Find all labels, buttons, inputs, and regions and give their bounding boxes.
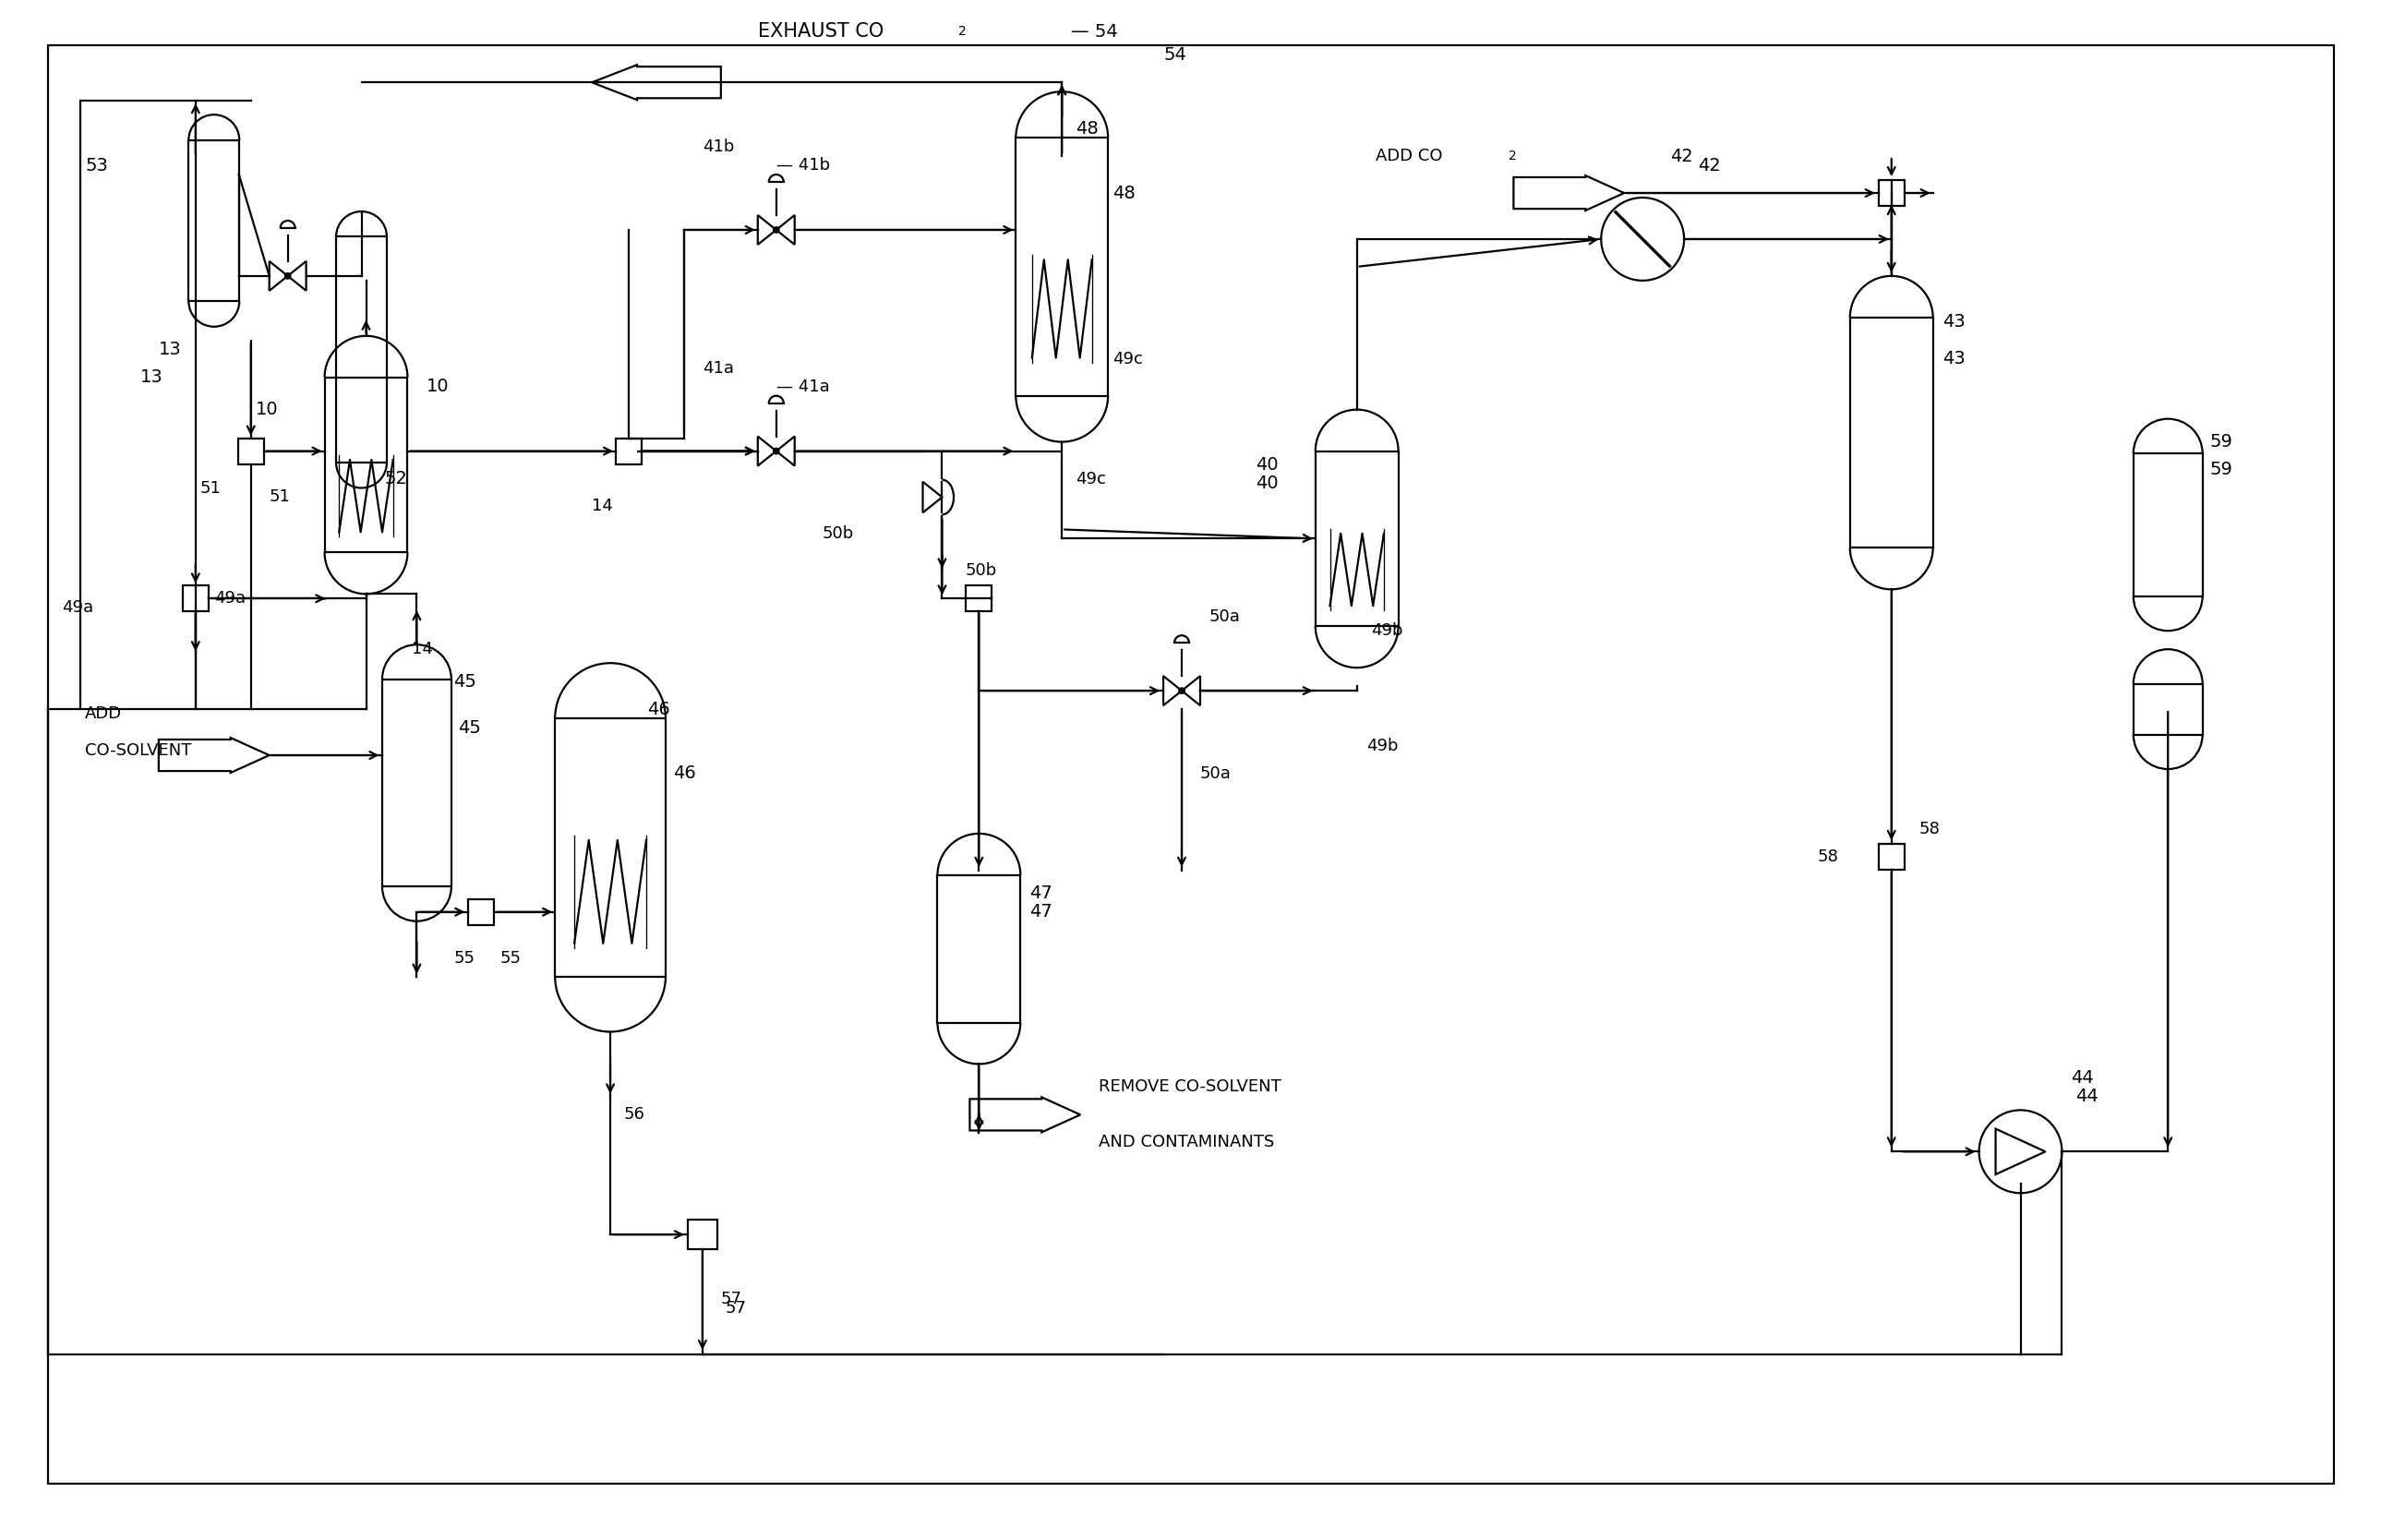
Text: 50b: 50b (964, 562, 998, 579)
Bar (938, 875, 1019, 1023)
Bar (1316, 451, 1398, 627)
Text: 55: 55 (455, 950, 474, 966)
Text: 49a: 49a (62, 599, 93, 616)
Text: 45: 45 (455, 673, 476, 690)
Text: 59: 59 (2209, 460, 2233, 479)
Text: ADD: ADD (84, 705, 122, 722)
Text: 58: 58 (1819, 849, 1838, 865)
Text: 10: 10 (256, 400, 278, 419)
Text: 46: 46 (672, 765, 696, 782)
Bar (383, 679, 452, 887)
Text: 45: 45 (457, 719, 481, 736)
Text: 40: 40 (1256, 456, 1278, 474)
Text: 48: 48 (1113, 185, 1134, 202)
Text: 42: 42 (1670, 148, 1694, 165)
Bar (325, 377, 407, 553)
Bar (1879, 180, 1905, 206)
Text: 54: 54 (1163, 46, 1187, 63)
Text: 40: 40 (1256, 474, 1278, 493)
Text: 48: 48 (1077, 120, 1098, 137)
Text: 57: 57 (720, 1291, 742, 1307)
Bar (182, 585, 208, 611)
Text: 52: 52 (385, 470, 407, 488)
Text: 49b: 49b (1371, 622, 1402, 639)
Bar (81, 100, 196, 708)
Text: 44: 44 (2075, 1087, 2099, 1106)
Text: 50b: 50b (823, 525, 854, 542)
Text: 50a: 50a (1208, 608, 1240, 625)
Text: 2: 2 (960, 25, 967, 39)
Text: EXHAUST CO: EXHAUST CO (759, 23, 883, 42)
Text: 51: 51 (201, 479, 220, 496)
Text: 56: 56 (625, 1106, 646, 1123)
Bar (469, 899, 495, 926)
Text: 41b: 41b (704, 139, 735, 156)
Text: 49c: 49c (1077, 470, 1106, 487)
Bar (1850, 317, 1934, 548)
Text: AND CONTAMINANTS: AND CONTAMINANTS (1098, 1133, 1275, 1150)
Text: 2: 2 (1510, 149, 1517, 163)
Circle shape (1180, 688, 1185, 693)
Text: 46: 46 (646, 701, 670, 718)
Text: 14: 14 (591, 497, 613, 514)
Bar (555, 718, 665, 976)
Text: — 41b: — 41b (775, 157, 830, 174)
Text: REMOVE CO-SOLVENT: REMOVE CO-SOLVENT (1098, 1078, 1280, 1095)
Text: — 54: — 54 (1072, 23, 1118, 40)
Text: 13: 13 (158, 340, 182, 359)
Bar (967, 585, 991, 611)
Text: 47: 47 (1029, 886, 1053, 902)
Circle shape (773, 448, 780, 454)
Bar (2135, 453, 2202, 596)
Text: — 41a: — 41a (775, 379, 830, 394)
Text: 47: 47 (1029, 902, 1053, 921)
Text: 59: 59 (2209, 433, 2233, 451)
Text: 42: 42 (1699, 157, 1721, 174)
Text: 49b: 49b (1366, 738, 1398, 755)
Bar (189, 140, 239, 302)
Text: 51: 51 (270, 488, 290, 505)
Text: 49a: 49a (213, 590, 246, 607)
Bar (237, 439, 263, 464)
Circle shape (285, 273, 290, 279)
Text: ADD CO: ADD CO (1376, 148, 1443, 165)
Text: 10: 10 (426, 377, 450, 396)
Text: 14: 14 (412, 641, 433, 658)
Bar (615, 439, 641, 464)
Bar (335, 237, 388, 462)
Text: 50a: 50a (1201, 765, 1232, 782)
Bar (1017, 137, 1108, 396)
Circle shape (773, 226, 780, 233)
Text: 49c: 49c (1113, 351, 1144, 367)
Text: 55: 55 (500, 950, 522, 966)
Text: 44: 44 (2072, 1069, 2094, 1087)
Bar (687, 1220, 718, 1249)
Text: 57: 57 (725, 1300, 747, 1317)
Text: 13: 13 (141, 368, 163, 387)
Bar (2135, 684, 2202, 735)
Text: 41a: 41a (704, 360, 735, 376)
Text: 43: 43 (1943, 350, 1965, 368)
Bar (1879, 844, 1905, 870)
Text: 58: 58 (1919, 821, 1941, 838)
Text: 53: 53 (84, 157, 108, 174)
Text: CO-SOLVENT: CO-SOLVENT (84, 742, 191, 759)
Text: 43: 43 (1943, 313, 1965, 331)
